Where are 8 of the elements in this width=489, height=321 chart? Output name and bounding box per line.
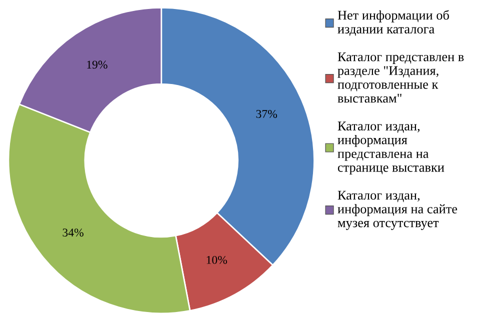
data-label: 37% <box>256 110 277 118</box>
data-label: 10% <box>206 256 228 264</box>
legend-label: Каталог издан, информация на сайте музея отсутствует <box>338 190 458 230</box>
data-label: 34% <box>62 228 84 237</box>
data-label: 19% <box>87 60 108 69</box>
legend-label: Каталог представлен в разделе "Издания, подготовленные к выставкам" <box>338 52 464 103</box>
legend-label: Каталог издан, информация представлена на странице выставки <box>338 122 444 175</box>
legend-label: Нет информации об издании каталога <box>338 10 449 36</box>
